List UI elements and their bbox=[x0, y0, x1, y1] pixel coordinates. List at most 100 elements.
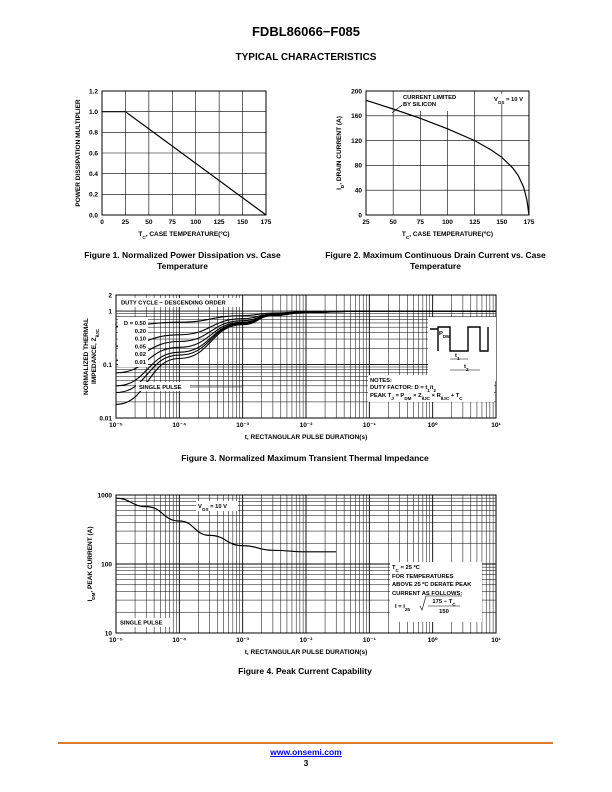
fig3-series-line-6 bbox=[115, 310, 496, 405]
fig3-legend-bg bbox=[118, 317, 148, 367]
footer-url-link[interactable]: www.onsemi.com bbox=[270, 747, 342, 757]
fig4-x-tick-label: 10⁻¹ bbox=[363, 637, 376, 644]
fig4-derating-bg bbox=[390, 562, 482, 622]
fig4-annotation-current-as: CURRENT AS FOLLOWS: bbox=[392, 591, 462, 597]
fig4-x-tick-label: 10¹ bbox=[491, 637, 500, 644]
fig4-vgs-bg bbox=[196, 501, 238, 511]
figure-2-caption: Figure 2. Maximum Continuous Drain Curre… bbox=[325, 250, 546, 271]
fig1-x-tick-label: 150 bbox=[237, 219, 248, 226]
figure-4-caption: Figure 4. Peak Current Capability bbox=[238, 666, 372, 676]
fig2-vgs-bg bbox=[485, 94, 525, 104]
fig3-y-tick-label: 0.1 bbox=[103, 362, 112, 369]
fig2-series-line bbox=[365, 99, 530, 216]
fig4-y-tick-label: 1000 bbox=[98, 492, 113, 499]
fig2-x-tick-label: 100 bbox=[442, 219, 453, 226]
fig4-single-pulse-bg bbox=[118, 618, 170, 627]
figure-1-caption: Figure 1. Normalized Power Dissipation v… bbox=[84, 250, 281, 271]
fig3-x-tick-label: 10⁻¹ bbox=[363, 422, 376, 429]
fig4-x-tick-label: 10⁻⁴ bbox=[172, 637, 186, 644]
fig3-annotation-notes: NOTES: bbox=[370, 378, 392, 384]
fig3-x-tick-label: 10⁰ bbox=[428, 422, 438, 429]
fig4-x-tick-label: 10⁰ bbox=[428, 637, 438, 644]
fig2-x-axis-label: TC, CASE TEMPERATURE(ºC) bbox=[402, 231, 493, 240]
fig1-y-tick-label: 1.2 bbox=[89, 88, 98, 95]
fig4-annotation-formula-i: I = I25 bbox=[395, 604, 410, 612]
fig3-duty-label-bg bbox=[118, 298, 242, 307]
fig2-annotation-arrow bbox=[391, 104, 403, 114]
fig3-y-axis-label: NORMALIZED THERMALIMPEDANCE, ZθJC bbox=[83, 318, 100, 395]
fig3-x-tick-label: 10¹ bbox=[491, 422, 500, 429]
fig1-x-tick-label: 25 bbox=[122, 219, 130, 226]
fig2-y-tick-label: 120 bbox=[351, 138, 362, 145]
fig2-annotation-current-limited: CURRENT LIMITED bbox=[403, 95, 456, 101]
fig3-notes-bg bbox=[368, 375, 494, 402]
section-title: TYPICAL CHARACTERISTICS bbox=[235, 52, 377, 63]
fig2-x-tick-label: 125 bbox=[469, 219, 480, 226]
fig3-single-pulse-bg bbox=[136, 382, 190, 391]
fig1-x-tick-label: 75 bbox=[169, 219, 177, 226]
fig1-x-tick-label: 0 bbox=[100, 219, 104, 226]
fig4-x-axis-label: t, RECTANGULAR PULSE DURATION(s) bbox=[245, 649, 368, 656]
fig1-x-tick-label: 100 bbox=[190, 219, 201, 226]
fig1-x-axis-label: TC, CASE TEMPERATURE(ºC) bbox=[138, 231, 229, 240]
fig1-y-tick-label: 0.0 bbox=[89, 212, 98, 219]
fig1-y-axis-label: POWER DISSIPATION MULTIPLIER bbox=[75, 99, 82, 207]
fig3-legend-label: 0.01 bbox=[135, 360, 147, 366]
fig2-y-tick-label: 160 bbox=[351, 113, 362, 120]
fig2-y-axis-label: ID, DRAIN CURRENT (A) bbox=[336, 116, 345, 190]
fig4-x-tick-label: 10⁻⁵ bbox=[109, 637, 123, 644]
fig2-annotation-bg bbox=[400, 92, 462, 111]
fig1-y-tick-label: 0.4 bbox=[89, 171, 98, 178]
fig1-x-tick-label: 125 bbox=[214, 219, 225, 226]
fig4-y-tick-label: 10 bbox=[105, 630, 113, 637]
fig2-annotation-by-silicon: BY SILICON bbox=[403, 102, 436, 108]
fig3-annotation-single-pulse: SINGLE PULSE bbox=[139, 385, 182, 391]
fig4-annotation-formula-den: 150 bbox=[439, 609, 449, 615]
fig3-annotation-peak-tj: PEAK TJ = PDM × ZθJC × RθJC + TC bbox=[370, 393, 463, 401]
fig1-y-tick-label: 0.8 bbox=[89, 130, 98, 137]
fig2-y-tick-label: 0 bbox=[358, 212, 362, 219]
fig4-annotation-single-pulse: SINGLE PULSE bbox=[120, 621, 163, 627]
fig4-annotation-formula-num: 175 − TC bbox=[432, 599, 456, 607]
fig3-pulse-waveform bbox=[430, 326, 489, 352]
fig1-y-tick-label: 1.0 bbox=[89, 109, 98, 116]
fig3-legend-label: 0.05 bbox=[135, 344, 147, 350]
fig4-formula-radical bbox=[419, 595, 462, 611]
fig4-annotation-vgs: VGS = 10 V bbox=[198, 504, 227, 512]
document-title: FDBL86066−F085 bbox=[251, 24, 361, 39]
fig4-annotation-for-temps: FOR TEMPERATURES bbox=[392, 574, 454, 580]
fig3-y-tick-label: 1 bbox=[108, 308, 112, 315]
fig1-x-tick-label: 50 bbox=[145, 219, 153, 226]
fig3-legend-label: 0.02 bbox=[135, 352, 146, 358]
fig1-y-tick-label: 0.2 bbox=[89, 192, 98, 199]
fig3-annotation-t2: t2 bbox=[464, 364, 469, 372]
fig3-annotation-t1: t1 bbox=[455, 353, 460, 361]
fig3-y-tick-label: 0.01 bbox=[99, 415, 112, 422]
fig1-plot-frame bbox=[101, 90, 267, 216]
fig4-x-tick-label: 10⁻² bbox=[300, 637, 314, 644]
footer-rule bbox=[58, 742, 553, 744]
fig4-x-tick-label: 10⁻³ bbox=[236, 637, 250, 644]
fig3-annotation-pdm: PDM bbox=[439, 331, 450, 339]
fig2-x-tick-label: 75 bbox=[417, 219, 425, 226]
fig2-plot-frame bbox=[365, 90, 530, 216]
fig4-annotation-above-25: ABOVE 25 ºC DERATE PEAK bbox=[392, 582, 472, 588]
fig3-legend-label: 0.10 bbox=[135, 337, 146, 343]
fig4-series-line bbox=[115, 497, 337, 553]
fig3-x-tick-label: 10⁻³ bbox=[236, 422, 250, 429]
fig2-x-tick-label: 175 bbox=[524, 219, 535, 226]
fig4-plot-frame bbox=[115, 494, 497, 634]
fig3-x-tick-label: 10⁻⁴ bbox=[172, 422, 186, 429]
fig4-y-axis-label: IDM, PEAK CURRENT (A) bbox=[87, 526, 96, 601]
page-number: 3 bbox=[303, 758, 309, 768]
fig2-y-tick-label: 40 bbox=[355, 188, 363, 195]
fig3-annotation-duty-factor: DUTY FACTOR: D = t1/t2 bbox=[370, 385, 436, 393]
fig2-annotation-vgs: VGS = 10 V bbox=[494, 97, 523, 105]
fig4-annotation-tc: TC = 25 ºC bbox=[392, 565, 421, 573]
fig3-annotation-duty-cycle: DUTY CYCLE − DESCENDING ORDER bbox=[121, 301, 227, 307]
fig3-y-tick-label: 2 bbox=[108, 292, 112, 299]
fig4-y-tick-label: 100 bbox=[101, 561, 112, 568]
fig2-x-tick-label: 25 bbox=[362, 219, 370, 226]
fig2-x-tick-label: 150 bbox=[496, 219, 507, 226]
